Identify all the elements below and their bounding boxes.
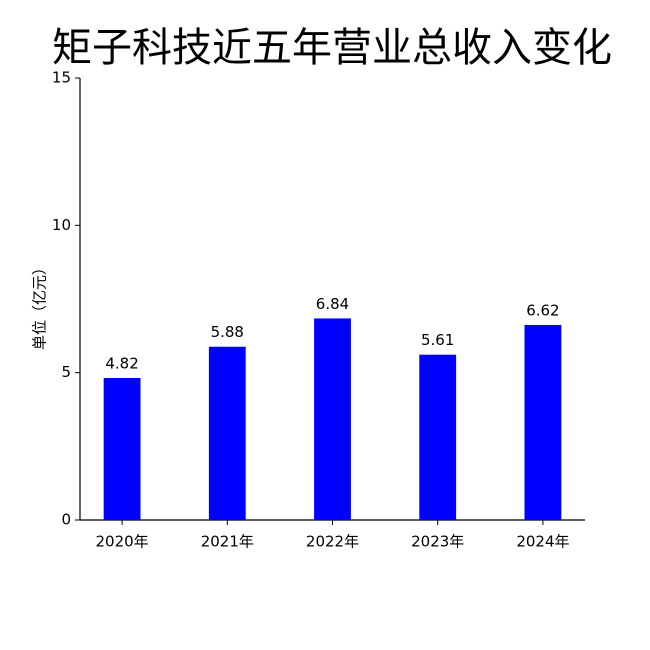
bar (419, 354, 457, 520)
bar (208, 346, 246, 520)
y-tick-label: 0 (61, 511, 71, 529)
bar (103, 377, 141, 520)
bar (314, 318, 351, 520)
y-tick-label: 15 (52, 69, 71, 87)
x-tick-label: 2023年 (411, 533, 464, 551)
chart-title: 矩子科技近五年营业总收入变化 (52, 25, 612, 71)
value-label: 6.84 (316, 295, 349, 313)
value-label: 6.62 (526, 301, 559, 319)
y-tick-label: 10 (52, 216, 71, 234)
x-tick-label: 2021年 (201, 533, 254, 551)
value-label: 4.82 (105, 354, 138, 372)
y-tick-label: 5 (61, 363, 71, 381)
value-label: 5.88 (211, 323, 244, 341)
bar (524, 324, 562, 520)
y-axis-label: 单位（亿元） (31, 260, 49, 350)
x-tick-label: 2020年 (95, 533, 148, 551)
value-label: 5.61 (421, 331, 454, 349)
x-tick-label: 2024年 (516, 533, 569, 551)
x-tick-label: 2022年 (306, 533, 359, 551)
